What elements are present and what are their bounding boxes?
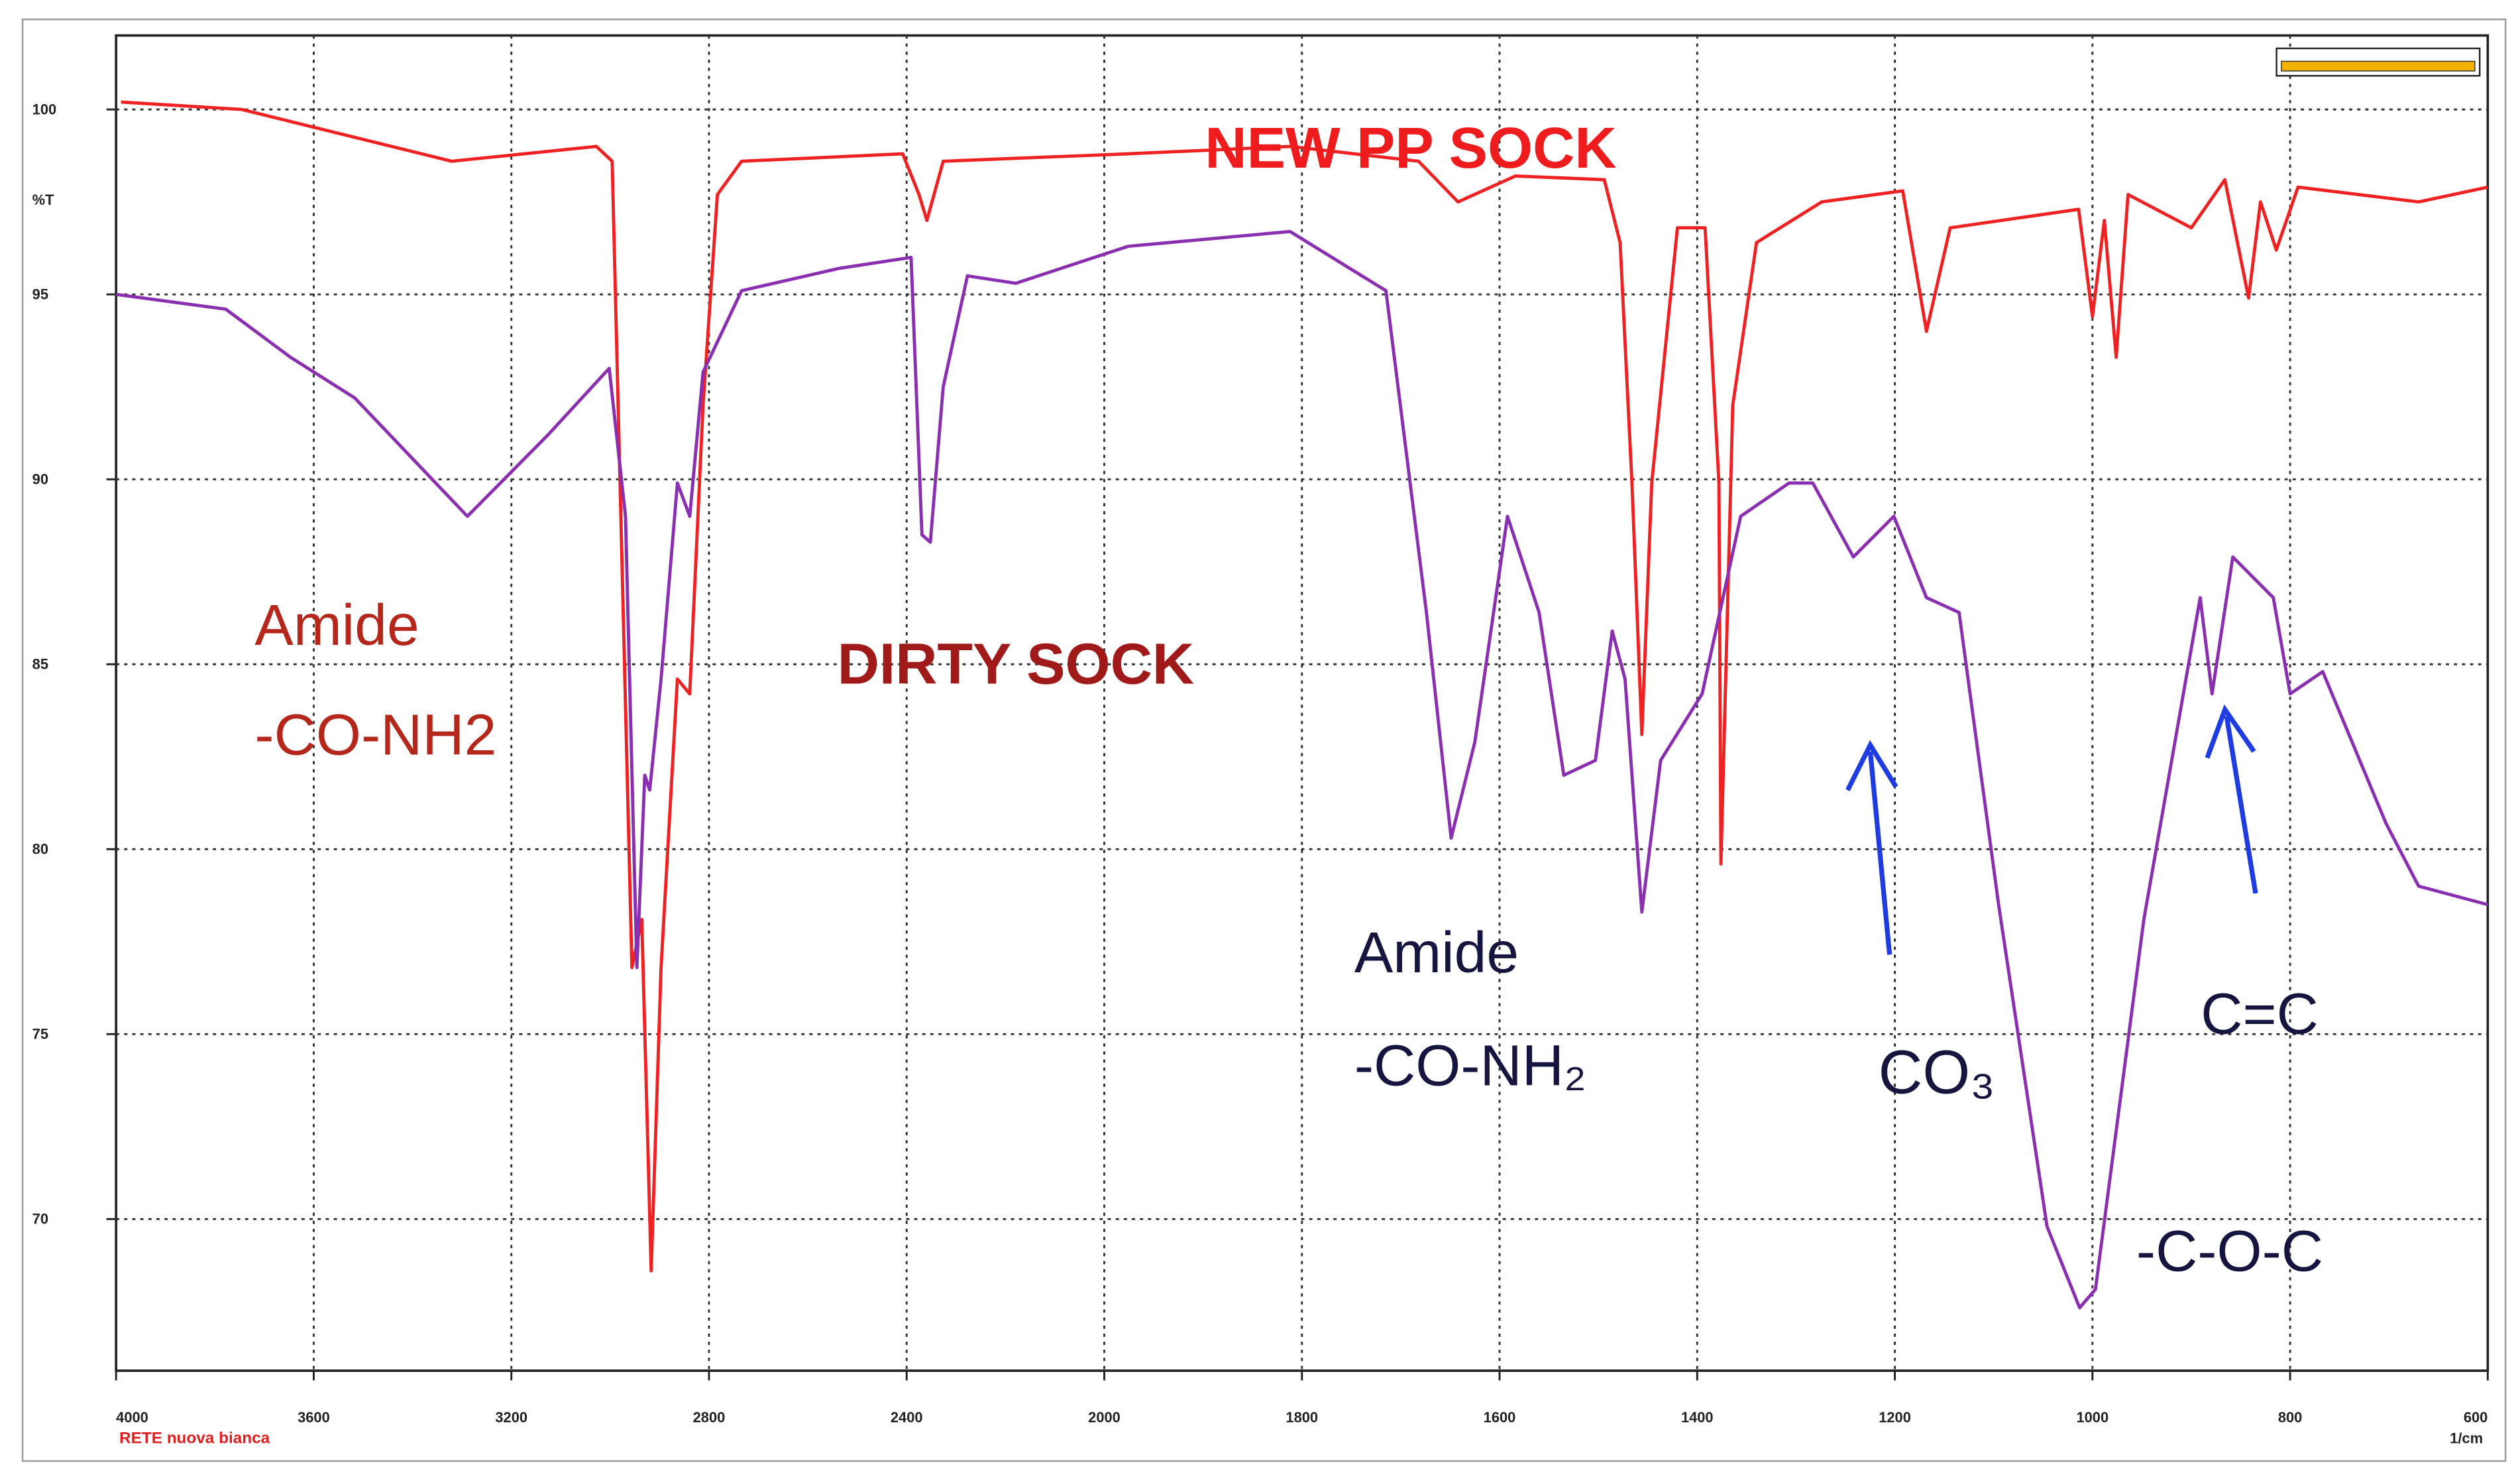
annotation: NEW PP SOCK <box>1205 115 1616 180</box>
y-axis-label: %T <box>32 192 54 208</box>
arrow <box>1867 751 1892 955</box>
y-tick-label: 80 <box>32 841 48 858</box>
x-tick-label: 1000 <box>2076 1409 2109 1426</box>
x-tick-label: 600 <box>2464 1409 2488 1426</box>
y-tick-label: 95 <box>32 286 48 302</box>
x-tick-label: 1400 <box>1681 1409 1714 1426</box>
y-tick-label: 90 <box>32 471 48 487</box>
legend-swatch <box>2281 60 2476 72</box>
y-tick-label: 100 <box>32 101 57 117</box>
annotation: Amide <box>254 593 419 657</box>
legend <box>2275 47 2481 77</box>
annotation: -C-O-C <box>2136 1218 2323 1283</box>
x-tick-label: 3600 <box>298 1409 330 1426</box>
x-tick-label: 1600 <box>1484 1409 1516 1426</box>
x-tick-label: 2800 <box>693 1409 726 1426</box>
annotation: -CO-NH₂ <box>1354 1033 1586 1098</box>
x-tick-label: 4000 <box>116 1409 148 1426</box>
arrow <box>2224 715 2258 894</box>
annotation: -CO-NH2 <box>254 703 496 767</box>
x-tick-label: 1800 <box>1286 1409 1318 1426</box>
spectrum-line <box>121 100 2488 1273</box>
x-axis-label: 1/cm <box>2450 1430 2483 1447</box>
annotation: Amide <box>1354 920 1519 985</box>
annotations: NEW PP SOCK DIRTY SOCK Amide -CO-NH2 Amide -C… <box>254 115 2323 1283</box>
arrow-head <box>2205 704 2256 759</box>
x-tick-label: 1200 <box>1879 1409 1911 1426</box>
annotation: C=C <box>2201 982 2319 1047</box>
footer: RETE nuova bianca <box>119 1430 270 1448</box>
x-tick-label: 2400 <box>891 1409 923 1426</box>
annotation: CO₃ <box>1879 1038 1995 1107</box>
y-tick-label: 75 <box>32 1026 48 1043</box>
x-tick-label: 800 <box>2278 1409 2303 1426</box>
x-tick-label: 2000 <box>1088 1409 1121 1426</box>
lines <box>115 100 2488 1310</box>
grid <box>106 35 2489 1381</box>
y-tick-label: 85 <box>32 656 48 673</box>
arrows <box>1845 704 2258 955</box>
arrow-head <box>1845 740 1898 791</box>
outer-frame <box>21 18 2507 1462</box>
x-tick-label: 3200 <box>495 1409 527 1426</box>
spectrum-line <box>115 229 2488 1310</box>
annotation: DIRTY SOCK <box>838 632 1195 697</box>
y-tick-label: 70 <box>32 1211 48 1227</box>
